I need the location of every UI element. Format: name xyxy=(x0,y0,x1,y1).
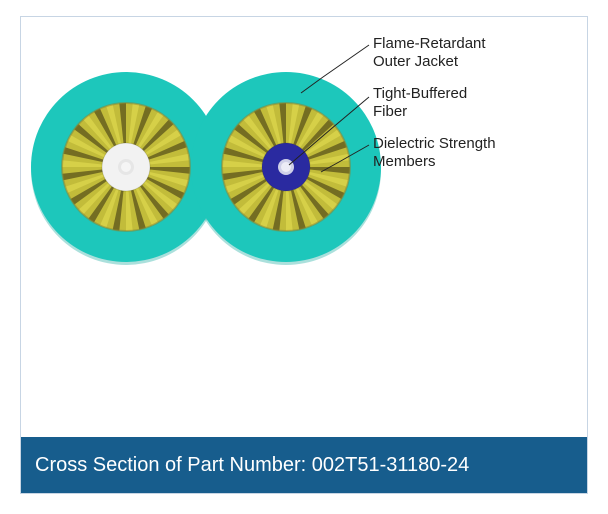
callout-fiber-line2: Fiber xyxy=(373,103,407,120)
callout-fiber: Tight-Buffered Fiber xyxy=(373,85,467,121)
callout-jacket: Flame-Retardant Outer Jacket xyxy=(373,35,486,71)
caption-text: Cross Section of Part Number: 002T51-311… xyxy=(35,454,469,477)
callout-jacket-line2: Outer Jacket xyxy=(373,53,458,70)
callout-jacket-line1: Flame-Retardant xyxy=(373,35,486,52)
caption-bar: Cross Section of Part Number: 002T51-311… xyxy=(21,437,587,493)
cross-section-svg xyxy=(21,17,588,437)
diagram-canvas: Flame-Retardant Outer Jacket Tight-Buffe… xyxy=(21,17,587,437)
callout-fiber-line1: Tight-Buffered xyxy=(373,85,467,102)
callout-strength: Dielectric Strength Members xyxy=(373,135,496,171)
figure-card: Flame-Retardant Outer Jacket Tight-Buffe… xyxy=(20,16,588,494)
callout-strength-line1: Dielectric Strength xyxy=(373,135,496,152)
figure-frame: Flame-Retardant Outer Jacket Tight-Buffe… xyxy=(0,0,608,514)
callout-strength-line2: Members xyxy=(373,153,436,170)
